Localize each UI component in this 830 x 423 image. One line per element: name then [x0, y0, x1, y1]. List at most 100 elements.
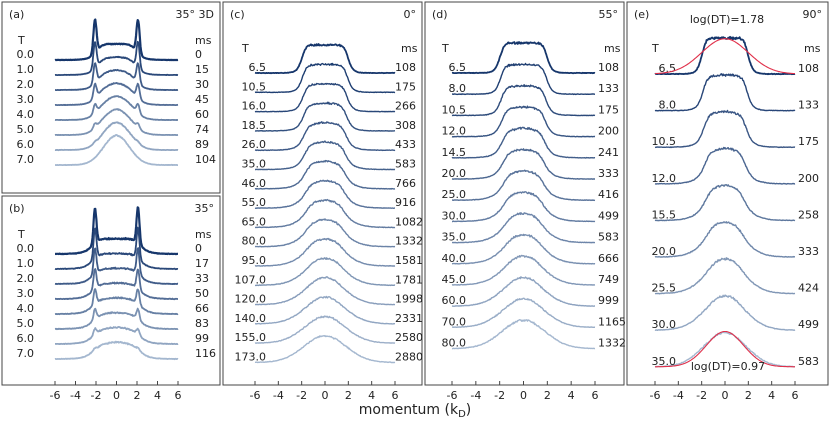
panel-e-T-header: T — [651, 42, 659, 55]
panel-c-T-13: 140.0 — [235, 312, 267, 325]
panel-b-trace-2 — [54, 247, 179, 286]
panel-d-trace-9 — [451, 233, 596, 265]
panel-e-trace-7 — [654, 294, 796, 331]
panel-d-trace-12 — [451, 297, 596, 328]
panel-d-xtick-label-1: -4 — [470, 389, 481, 402]
panel-c-ms-3: 308 — [395, 119, 416, 132]
panel-d-xtick-label-4: 2 — [544, 389, 551, 402]
panel-c-trace-9 — [254, 218, 396, 248]
panel-d-ms-1: 133 — [598, 82, 619, 95]
panel-d-trace-1 — [451, 62, 596, 96]
panel-a-trace-4 — [54, 95, 179, 121]
panel-b-T-7: 7.0 — [17, 347, 35, 360]
panel-d-T-10: 45.0 — [442, 273, 467, 286]
panel-a-ms-header: ms — [195, 34, 212, 47]
panel-c-trace-3 — [254, 101, 396, 132]
panel-c-xtick-label-3: 0 — [322, 389, 329, 402]
panel-d-trace-4 — [451, 126, 596, 159]
panel-e-frame — [626, 1, 829, 386]
panel-c-T-10: 95.0 — [242, 254, 267, 267]
panel-d-trace-8 — [451, 211, 596, 244]
panel-d-ms-9: 666 — [598, 252, 619, 265]
panel-e-fit-label-bottom: log(DT)=0.97 — [691, 360, 765, 373]
panel-a-trace-5 — [54, 108, 179, 137]
panel-e-T-6: 25.5 — [652, 282, 677, 295]
panel-c-ms-7: 916 — [395, 196, 416, 209]
panel-e-T-2: 10.5 — [652, 135, 677, 148]
panel-d-ms-5: 333 — [598, 167, 619, 180]
panel-a-trace-3 — [54, 82, 179, 106]
panel-b-ms-1: 17 — [195, 257, 209, 270]
panel-d-angle: 55° — [599, 8, 619, 21]
panel-d-ms-8: 583 — [598, 231, 619, 244]
panel-c-trace-12 — [254, 276, 396, 306]
panel-e-trace-2 — [654, 109, 796, 149]
panel-a-ms-1: 15 — [195, 63, 209, 76]
panel-b-trace-3 — [54, 268, 179, 301]
panel-a-ms-0: 0 — [195, 48, 202, 61]
panel-b-T-3: 3.0 — [17, 287, 35, 300]
panel-c-ms-1: 175 — [395, 80, 416, 93]
panel-e-T-5: 20.0 — [652, 245, 677, 258]
panel-e-trace-3 — [654, 146, 796, 185]
panel-e-ms-0: 108 — [798, 62, 819, 75]
panel-e-T-4: 15.5 — [652, 208, 677, 221]
panel-e-xtick-label-0: -6 — [650, 389, 661, 402]
panel-c-T-11: 107.0 — [235, 273, 267, 286]
panel-c-ms-8: 1082 — [395, 215, 423, 228]
panel-a-T-6: 6.0 — [17, 138, 35, 151]
panel-c-frame — [222, 1, 423, 386]
panel-e-xtick-label-1: -4 — [673, 389, 684, 402]
panel-d-T-4: 14.5 — [442, 146, 467, 159]
panel-d: (d) 55° T ms 6.5 108 8.0 133 10.5 175 12.0 200 14.5 2… — [424, 1, 626, 402]
panel-e-xtick-label-6: 6 — [792, 389, 799, 402]
panel-a-frame — [1, 1, 221, 194]
panel-e-ms-6: 424 — [798, 282, 819, 295]
panel-b-ms-6: 99 — [195, 332, 209, 345]
panel-c-ms-2: 266 — [395, 100, 416, 113]
panel-d-ms-6: 416 — [598, 188, 619, 201]
panel-a-angle: 35° 3D — [176, 8, 214, 21]
panel-a-trace-0 — [54, 18, 179, 62]
panel-c-xtick-label-0: -6 — [250, 389, 261, 402]
panel-c-T-1: 10.5 — [242, 80, 267, 93]
panel-d-ms-7: 499 — [598, 209, 619, 222]
panel-a-label: (a) — [9, 8, 24, 21]
panel-a-ms-2: 30 — [195, 78, 209, 91]
panel-e-T-8: 35.0 — [652, 355, 677, 368]
panel-e-ms-8: 583 — [798, 355, 819, 368]
panel-c-T-12: 120.0 — [235, 293, 267, 306]
panel-c-T-0: 6.5 — [249, 61, 267, 74]
panel-b-xtick-label-4: 2 — [134, 389, 141, 402]
panel-b-ms-0: 0 — [195, 242, 202, 255]
panel-e-ms-header: ms — [804, 42, 821, 55]
panel-a-T-4: 4.0 — [17, 108, 35, 121]
panel-c-T-header: T — [241, 42, 249, 55]
panel-d-T-2: 10.5 — [442, 103, 467, 116]
panel-d-trace-10 — [451, 254, 596, 286]
panel-d-T-header: T — [441, 42, 449, 55]
panel-e-trace-1 — [654, 72, 796, 112]
panel-a-trace-2 — [54, 62, 179, 91]
panel-b-ms-header: ms — [195, 228, 212, 241]
panel-b-T-4: 4.0 — [17, 302, 35, 315]
panel-d-T-3: 12.0 — [442, 125, 467, 138]
panel-e-ms-7: 499 — [798, 318, 819, 331]
panel-e-xtick-label-4: 2 — [745, 389, 752, 402]
panel-b-trace-7 — [54, 340, 179, 361]
x-axis-label-close: ) — [466, 402, 471, 418]
panel-b-ms-3: 50 — [195, 287, 209, 300]
panel-d-trace-0 — [451, 41, 596, 75]
panel-c-ms-15: 2880 — [395, 351, 423, 364]
panel-c-trace-6 — [254, 159, 396, 190]
panel-c: (c) 0° T ms 6.5 108 10.5 175 16.0 266 18.5 308 26.0 4… — [222, 1, 423, 402]
panel-a-trace-6 — [54, 121, 179, 152]
panel-c-T-8: 65.0 — [242, 215, 267, 228]
panel-b-T-header: T — [17, 228, 25, 241]
panel-d-ms-12: 1165 — [598, 315, 626, 328]
panel-d-xtick-label-3: 0 — [520, 389, 527, 402]
panel-b-T-1: 1.0 — [17, 257, 35, 270]
panel-d-trace-7 — [451, 191, 596, 223]
panel-d-T-7: 30.0 — [442, 209, 467, 222]
